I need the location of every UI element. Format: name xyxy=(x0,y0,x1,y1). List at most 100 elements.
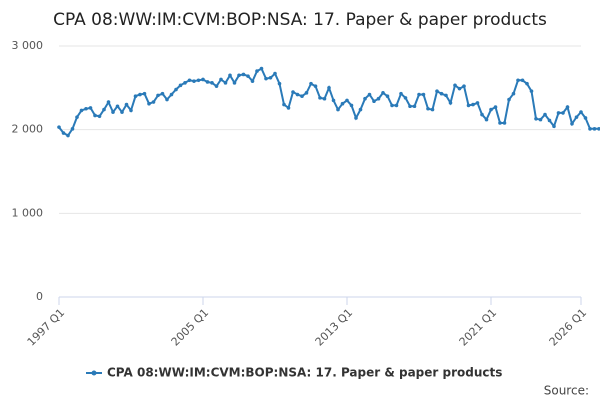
point xyxy=(538,117,543,122)
point xyxy=(106,100,111,104)
point xyxy=(543,112,547,117)
point xyxy=(291,90,295,94)
y-tick-label: 1 000 xyxy=(12,206,44,219)
point xyxy=(192,79,196,83)
point xyxy=(250,79,255,83)
point xyxy=(426,106,430,111)
point xyxy=(363,96,367,101)
point xyxy=(232,81,237,85)
x-tick-label: 1997 Q1 xyxy=(25,306,68,349)
point xyxy=(210,81,214,85)
point xyxy=(430,107,435,112)
point xyxy=(453,83,457,88)
point xyxy=(241,72,246,77)
point xyxy=(448,101,453,105)
point xyxy=(165,97,169,102)
point xyxy=(160,91,165,96)
point xyxy=(547,118,552,123)
point xyxy=(295,92,300,97)
y-tick-label: 0 xyxy=(36,290,43,303)
x-tick-label: 2026 Q1 xyxy=(547,306,590,349)
point xyxy=(372,99,376,104)
point xyxy=(511,91,516,96)
point xyxy=(187,78,192,83)
point xyxy=(111,110,115,114)
point xyxy=(376,96,381,101)
point xyxy=(592,127,597,131)
point xyxy=(259,66,264,71)
point xyxy=(318,96,322,100)
point xyxy=(138,92,142,97)
point xyxy=(147,101,151,106)
point xyxy=(471,102,475,107)
point xyxy=(322,96,327,101)
point xyxy=(340,101,345,106)
point xyxy=(588,127,592,131)
x-tick-label: 2005 Q1 xyxy=(169,306,212,349)
point xyxy=(489,107,493,112)
point xyxy=(57,125,61,129)
point xyxy=(156,93,160,98)
point xyxy=(97,114,102,119)
point xyxy=(484,117,489,122)
point xyxy=(66,133,70,138)
point xyxy=(367,92,372,97)
point xyxy=(115,104,120,109)
point xyxy=(124,102,129,107)
point xyxy=(462,84,466,88)
point xyxy=(79,108,84,113)
point xyxy=(570,122,574,126)
point xyxy=(61,131,66,135)
point xyxy=(358,107,363,112)
point xyxy=(525,81,529,86)
point xyxy=(345,98,349,103)
point xyxy=(520,78,525,83)
point xyxy=(354,116,358,120)
x-tick-label: 2013 Q1 xyxy=(313,306,356,349)
point xyxy=(336,107,340,112)
point xyxy=(228,73,232,78)
point xyxy=(223,81,228,85)
point xyxy=(88,106,93,110)
point xyxy=(561,111,565,115)
point xyxy=(435,89,439,93)
point xyxy=(214,84,219,88)
point xyxy=(534,116,538,121)
point xyxy=(286,106,291,110)
point xyxy=(583,116,588,120)
point xyxy=(349,103,354,108)
point xyxy=(282,102,286,107)
point xyxy=(394,103,399,108)
point xyxy=(169,92,174,97)
point xyxy=(381,91,385,95)
chart-title: CPA 08:WW:IM:CVM:BOP:NSA: 17. Paper & pa… xyxy=(53,10,547,30)
point xyxy=(516,78,520,83)
point xyxy=(403,96,408,100)
point xyxy=(183,81,187,85)
point xyxy=(237,73,241,78)
point xyxy=(574,115,579,119)
point xyxy=(565,105,570,109)
point xyxy=(264,76,268,81)
point xyxy=(151,100,156,104)
point xyxy=(480,112,484,117)
y-tick-label: 3 000 xyxy=(12,39,44,52)
point xyxy=(439,91,444,96)
point xyxy=(556,111,561,115)
point xyxy=(205,80,210,84)
point xyxy=(408,104,412,109)
point xyxy=(142,91,147,96)
point xyxy=(579,110,583,114)
point xyxy=(196,78,201,83)
point xyxy=(498,121,502,125)
point xyxy=(466,103,471,108)
point xyxy=(444,93,448,98)
point xyxy=(390,103,394,108)
point xyxy=(331,98,336,103)
point xyxy=(304,91,309,95)
point xyxy=(201,77,205,82)
x-tick-label: 2021 Q1 xyxy=(457,306,500,349)
point xyxy=(268,75,273,80)
point xyxy=(84,106,88,111)
